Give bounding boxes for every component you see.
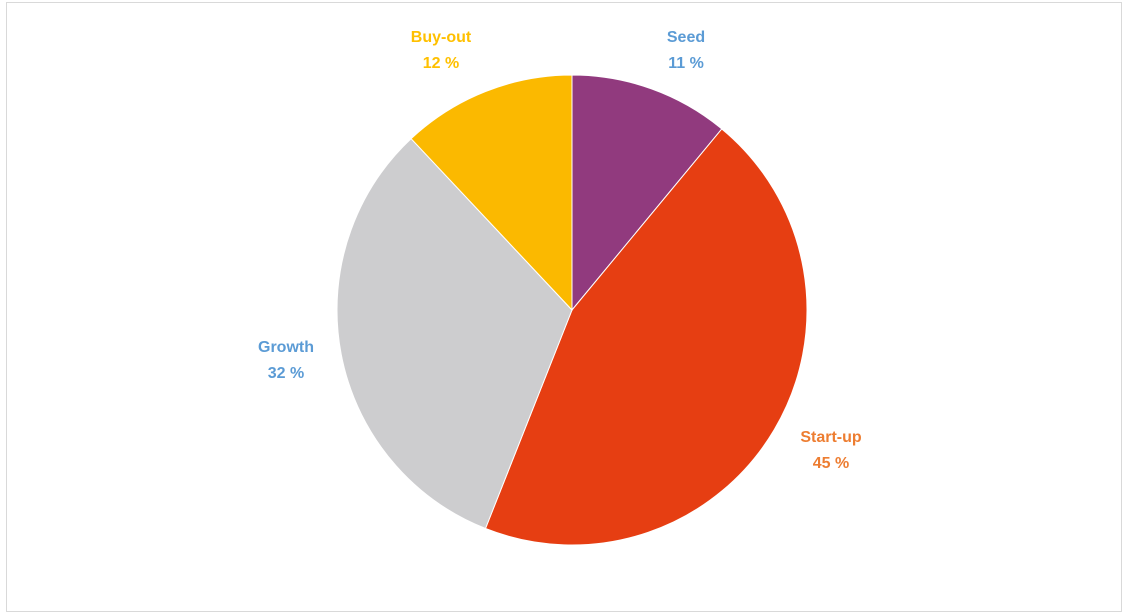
pie-slice-growth: [336, 137, 573, 530]
slice-label-growth: Growth: [258, 339, 314, 356]
slice-value-start-up: 45 %: [813, 455, 849, 472]
slice-value-seed: 11 %: [668, 55, 704, 72]
slice-label-buy-out: Buy-out: [411, 29, 472, 46]
slice-label-seed: Seed: [667, 29, 705, 46]
pie-labels: Seed 11 % Start-up 45 % Growth 32 % Buy-out 12 …: [258, 29, 862, 472]
pie-chart: Seed 11 % Start-up 45 % Growth 32 % Buy-out 12 …: [258, 29, 862, 546]
pie-slice-buy-out: [410, 74, 573, 312]
slice-value-growth: 32 %: [268, 365, 304, 382]
slice-label-start-up: Start-up: [800, 429, 862, 446]
pie-slice-start-up: [484, 128, 808, 546]
slice-value-buy-out: 12 %: [423, 55, 459, 72]
pie-slice-seed: [571, 74, 723, 312]
pie-slices: [336, 74, 808, 546]
